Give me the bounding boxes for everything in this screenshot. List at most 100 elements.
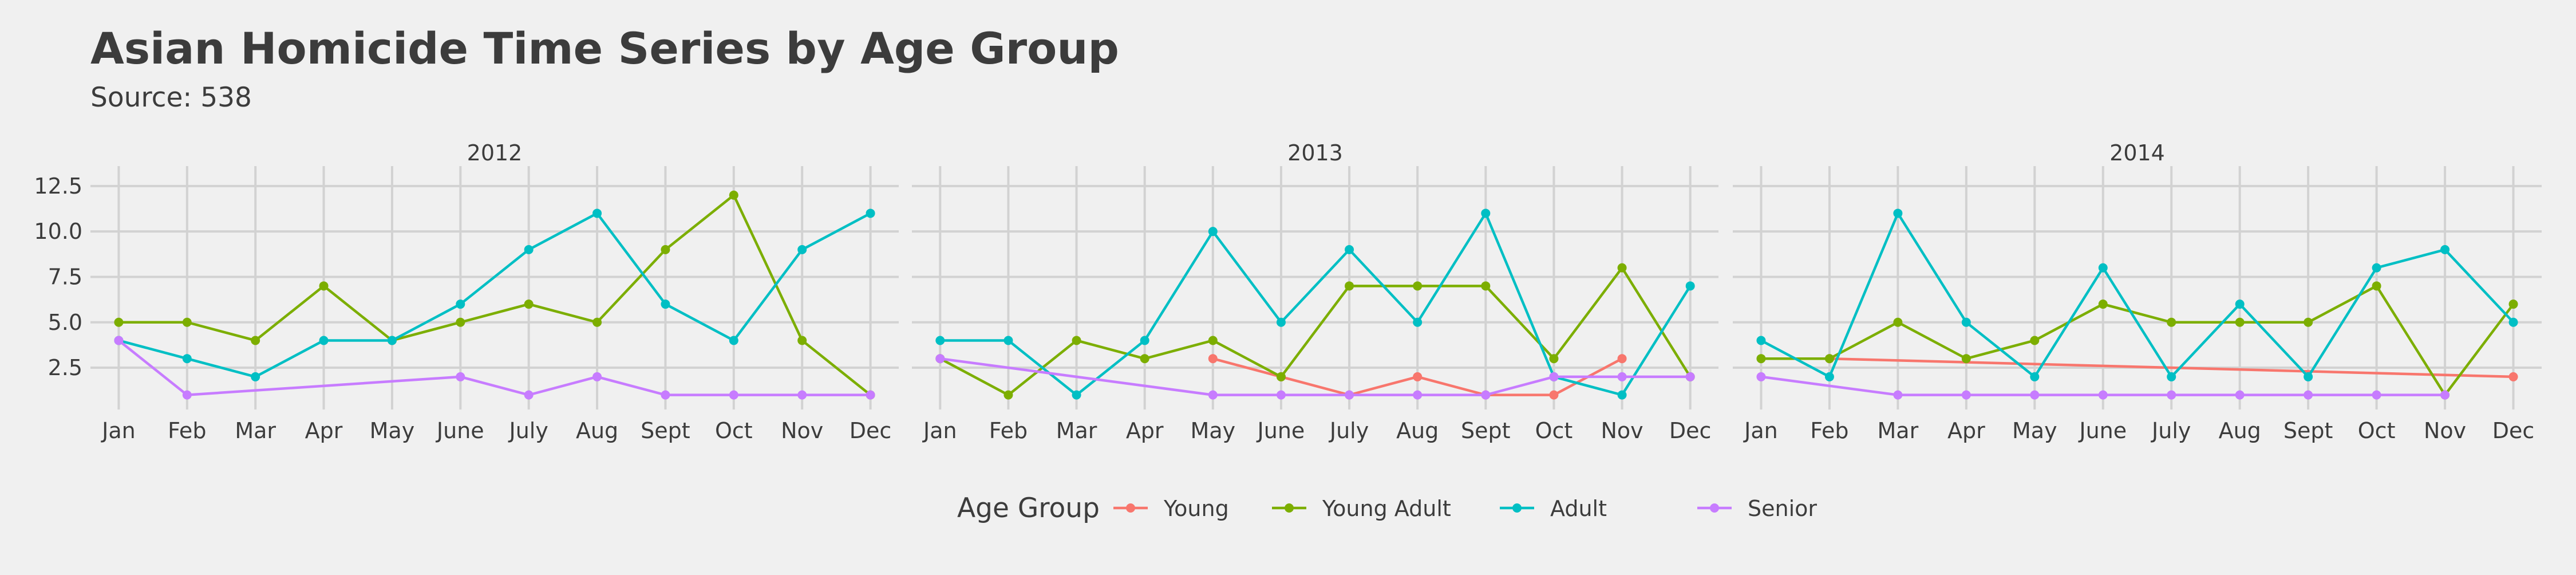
legend-label: Young — [1163, 496, 1229, 521]
y-tick-label: 7.5 — [48, 264, 82, 289]
data-point — [2508, 317, 2518, 327]
data-point — [797, 390, 807, 400]
series-line — [1829, 357, 2514, 379]
x-tick-label: Aug — [1396, 418, 1439, 443]
data-point — [1549, 354, 1559, 364]
x-tick-label: Oct — [2358, 418, 2396, 443]
data-point — [1756, 336, 1766, 345]
data-point — [2098, 390, 2108, 400]
series-line — [1761, 285, 2515, 396]
x-tick-label: Feb — [989, 418, 1028, 443]
x-tick-label: Apr — [1947, 418, 1985, 443]
data-point — [1617, 372, 1627, 381]
data-point — [661, 300, 670, 309]
series-line — [940, 212, 1692, 396]
x-tick-label: Aug — [576, 418, 618, 443]
panel-title: 2013 — [1287, 140, 1343, 166]
data-point — [1893, 317, 1903, 327]
data-point — [797, 245, 807, 254]
data-point — [1481, 390, 1491, 400]
data-point — [866, 208, 875, 218]
data-point — [661, 390, 670, 400]
legend-key-point — [1285, 503, 1294, 513]
data-point — [2098, 263, 2108, 273]
data-point — [1413, 372, 1423, 381]
data-point — [1685, 372, 1695, 381]
data-point — [1140, 354, 1149, 364]
data-point — [2167, 317, 2176, 327]
x-tick-label: Feb — [1810, 418, 1848, 443]
x-tick-label: July — [1329, 418, 1369, 443]
x-tick-label: Dec — [1669, 418, 1712, 443]
x-tick-label: Oct — [1535, 418, 1573, 443]
x-tick-label: Oct — [715, 418, 753, 443]
data-point — [1072, 390, 1081, 400]
legend-key-point — [1126, 503, 1135, 513]
x-tick-label: Dec — [2492, 418, 2535, 443]
legend-key-point — [1710, 503, 1719, 513]
data-point — [797, 336, 807, 345]
data-point — [1276, 390, 1286, 400]
data-point — [2372, 281, 2381, 291]
data-point — [182, 390, 192, 400]
data-point — [1481, 208, 1491, 218]
chart-title: Asian Homicide Time Series by Age Group — [90, 23, 1119, 74]
data-point — [251, 336, 260, 345]
series-line — [1761, 375, 2445, 396]
data-point — [1345, 390, 1354, 400]
data-point — [2167, 390, 2176, 400]
data-point — [2508, 372, 2518, 381]
x-tick-label: Sept — [641, 418, 690, 443]
x-tick-label: Mar — [235, 418, 276, 443]
data-point — [114, 317, 124, 327]
legend-label: Senior — [1748, 496, 1817, 521]
data-point — [2304, 317, 2313, 327]
chart-subtitle: Source: 538 — [90, 82, 252, 113]
x-tick-label: Mar — [1056, 418, 1097, 443]
data-point — [592, 317, 602, 327]
data-point — [1345, 245, 1354, 254]
data-point — [1413, 390, 1423, 400]
x-tick-label: July — [2151, 418, 2191, 443]
data-point — [251, 372, 260, 381]
legend-key-point — [1512, 503, 1522, 513]
data-point — [1617, 354, 1627, 364]
data-point — [1276, 317, 1286, 327]
panel-title: 2012 — [467, 140, 523, 166]
x-tick-label: Nov — [781, 418, 823, 443]
data-point — [2167, 372, 2176, 381]
data-point — [524, 390, 534, 400]
x-tick-label: May — [1191, 418, 1236, 443]
data-point — [1549, 372, 1559, 381]
data-point — [319, 336, 329, 345]
data-point — [387, 336, 397, 345]
data-point — [182, 317, 192, 327]
x-tick-label: July — [508, 418, 548, 443]
legend-label: Young Adult — [1322, 496, 1451, 521]
data-point — [1208, 227, 1218, 237]
x-tick-label: June — [1257, 418, 1305, 443]
data-point — [1685, 281, 1695, 291]
data-point — [1549, 390, 1559, 400]
data-point — [1072, 336, 1081, 345]
data-point — [1824, 354, 1834, 364]
data-point — [661, 245, 670, 254]
data-point — [729, 190, 738, 200]
data-point — [1208, 336, 1218, 345]
data-point — [1824, 372, 1834, 381]
data-point — [2235, 300, 2245, 309]
data-point — [2030, 336, 2040, 345]
x-tick-label: Apr — [305, 418, 343, 443]
data-point — [1617, 390, 1627, 400]
data-point — [2508, 300, 2518, 309]
data-point — [524, 300, 534, 309]
data-point — [1961, 317, 1971, 327]
data-point — [2304, 390, 2313, 400]
x-tick-label: Jan — [922, 418, 957, 443]
x-tick-label: Jan — [1743, 418, 1778, 443]
data-point — [935, 336, 945, 345]
x-tick-label: June — [2078, 418, 2127, 443]
data-point — [2304, 372, 2313, 381]
data-point — [1140, 336, 1149, 345]
